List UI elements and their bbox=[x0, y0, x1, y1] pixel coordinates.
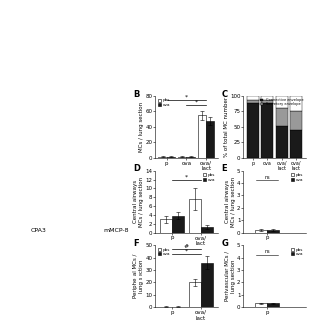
Bar bbox=[267, 303, 279, 307]
Bar bbox=[290, 130, 302, 158]
Bar bbox=[186, 157, 195, 158]
Bar bbox=[267, 230, 279, 233]
Text: CPA3: CPA3 bbox=[31, 228, 47, 233]
Bar bbox=[172, 216, 184, 233]
Legend: Connective envelope, Secretory envelope: Connective envelope, Secretory envelope bbox=[260, 98, 304, 107]
Bar bbox=[189, 199, 201, 233]
Y-axis label: Central airways
MCs / lung section: Central airways MCs / lung section bbox=[225, 177, 236, 227]
Text: *: * bbox=[185, 249, 188, 254]
Bar bbox=[247, 103, 259, 158]
Bar bbox=[276, 108, 288, 126]
Text: #: # bbox=[184, 244, 189, 249]
Bar bbox=[276, 126, 288, 158]
Legend: pbs, ova: pbs, ova bbox=[203, 173, 215, 182]
Y-axis label: Peripheral MCs /
lung section: Peripheral MCs / lung section bbox=[133, 254, 144, 299]
Bar bbox=[276, 96, 288, 108]
Text: ns: ns bbox=[264, 249, 270, 254]
Bar bbox=[160, 219, 172, 233]
Bar bbox=[189, 283, 201, 307]
Text: ns: ns bbox=[264, 175, 270, 180]
Text: F: F bbox=[133, 239, 139, 248]
Text: C: C bbox=[221, 90, 228, 99]
Text: *: * bbox=[195, 100, 198, 105]
Bar bbox=[255, 230, 267, 233]
Text: *: * bbox=[185, 95, 188, 100]
Bar bbox=[247, 100, 259, 103]
Y-axis label: % of total MC number: % of total MC number bbox=[224, 97, 228, 157]
Text: D: D bbox=[133, 164, 140, 173]
Bar bbox=[255, 303, 267, 307]
Legend: pbs, ova: pbs, ova bbox=[157, 247, 170, 257]
Y-axis label: Central airways
MCs / lung section: Central airways MCs / lung section bbox=[133, 177, 144, 227]
Bar bbox=[206, 121, 214, 158]
Bar bbox=[201, 227, 213, 233]
Bar bbox=[261, 96, 273, 100]
Text: *: * bbox=[185, 174, 188, 179]
Bar bbox=[290, 96, 302, 111]
Bar bbox=[247, 96, 259, 100]
Bar bbox=[261, 100, 273, 103]
Text: mMCP-8: mMCP-8 bbox=[104, 228, 129, 233]
Y-axis label: Perivascular MCs /
lung section: Perivascular MCs / lung section bbox=[225, 251, 236, 301]
Bar bbox=[201, 263, 213, 307]
Bar bbox=[198, 115, 206, 158]
Legend: pbs, ova: pbs, ova bbox=[291, 247, 303, 257]
Text: E: E bbox=[221, 164, 227, 173]
Text: B: B bbox=[133, 90, 140, 99]
Bar bbox=[158, 157, 167, 158]
Text: G: G bbox=[221, 239, 228, 248]
Bar bbox=[178, 157, 186, 158]
Bar bbox=[167, 157, 175, 158]
Bar bbox=[290, 111, 302, 130]
Legend: pbs, ova: pbs, ova bbox=[291, 173, 303, 182]
Legend: pbs, ova: pbs, ova bbox=[157, 98, 170, 107]
Bar bbox=[261, 103, 273, 158]
Y-axis label: MCs / lung section: MCs / lung section bbox=[139, 102, 144, 152]
